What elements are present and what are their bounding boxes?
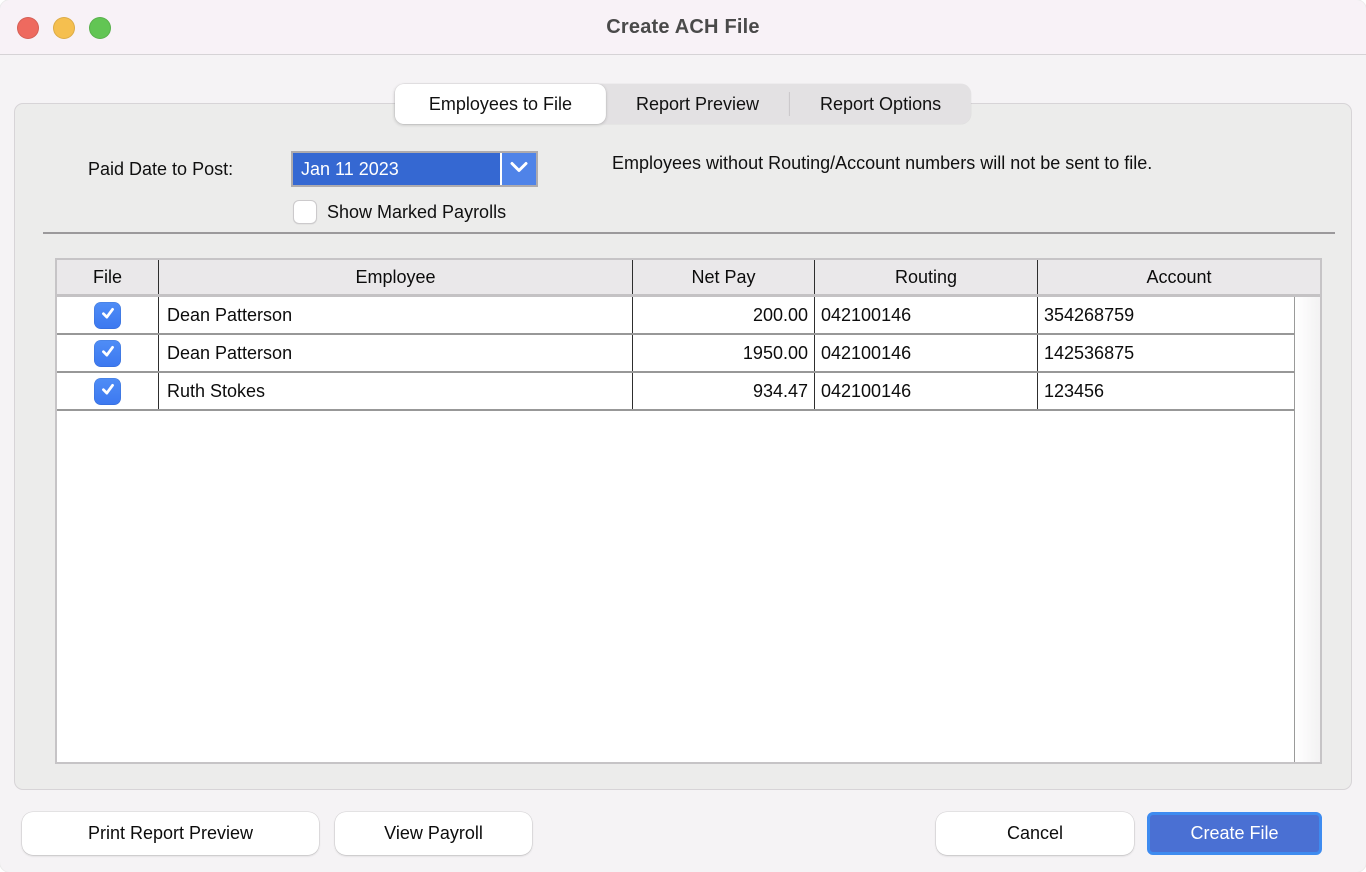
row-routing: 042100146 bbox=[815, 335, 1038, 371]
table-body-wrap: Dean Patterson 200.00 042100146 35426875… bbox=[57, 297, 1320, 762]
table-header: File Employee Net Pay Routing Account bbox=[57, 260, 1320, 297]
checkmark-icon bbox=[100, 343, 116, 364]
minimize-window-icon[interactable] bbox=[53, 17, 75, 39]
checkmark-icon bbox=[100, 305, 116, 326]
tab-report-options[interactable]: Report Options bbox=[790, 84, 971, 124]
cancel-button[interactable]: Cancel bbox=[936, 812, 1134, 855]
row-net-pay: 1950.00 bbox=[633, 335, 815, 371]
column-header-routing[interactable]: Routing bbox=[815, 260, 1038, 294]
paid-date-select[interactable]: Jan 11 2023 bbox=[291, 151, 538, 187]
row-employee: Dean Patterson bbox=[159, 297, 633, 333]
chevron-down-icon bbox=[510, 160, 528, 178]
column-header-employee[interactable]: Employee bbox=[159, 260, 633, 294]
column-header-net-pay[interactable]: Net Pay bbox=[633, 260, 815, 294]
row-account: 123456 bbox=[1044, 380, 1105, 401]
zoom-window-icon[interactable] bbox=[89, 17, 111, 39]
show-marked-payrolls-row: Show Marked Payrolls bbox=[293, 200, 506, 224]
row-account: 142536875 bbox=[1044, 342, 1135, 363]
row-net-pay: 200.00 bbox=[633, 297, 815, 333]
routing-warning-text: Employees without Routing/Account number… bbox=[612, 153, 1153, 173]
paid-date-label: Paid Date to Post: bbox=[88, 159, 234, 179]
paid-date-value: Jan 11 2023 bbox=[301, 158, 399, 179]
table-row[interactable]: Ruth Stokes 934.47 042100146 123456 bbox=[57, 373, 1294, 411]
create-file-button[interactable]: Create File bbox=[1147, 812, 1322, 855]
row-file-cell bbox=[57, 373, 159, 409]
row-file-checkbox[interactable] bbox=[94, 339, 121, 367]
print-report-preview-button[interactable]: Print Report Preview bbox=[22, 812, 319, 855]
row-net-pay: 934.47 bbox=[633, 373, 815, 409]
table-body: Dean Patterson 200.00 042100146 35426875… bbox=[57, 297, 1295, 762]
show-marked-payrolls-label: Show Marked Payrolls bbox=[327, 201, 507, 222]
row-file-checkbox[interactable] bbox=[94, 301, 121, 329]
tab-label: Report Options bbox=[820, 93, 942, 114]
column-header-account[interactable]: Account bbox=[1146, 266, 1212, 287]
row-file-checkbox[interactable] bbox=[94, 377, 121, 405]
title-bar: Create ACH File bbox=[0, 0, 1366, 55]
row-routing: 042100146 bbox=[815, 373, 1038, 409]
row-employee: Ruth Stokes bbox=[159, 373, 633, 409]
paid-date-dropdown-button[interactable] bbox=[500, 153, 536, 185]
row-routing: 042100146 bbox=[815, 297, 1038, 333]
show-marked-payrolls-checkbox[interactable] bbox=[293, 200, 317, 224]
view-payroll-button[interactable]: View Payroll bbox=[335, 812, 532, 855]
checkmark-icon bbox=[100, 381, 116, 402]
tab-label: Employees to File bbox=[428, 93, 572, 114]
tab-report-preview[interactable]: Report Preview bbox=[606, 84, 789, 124]
column-header-file[interactable]: File bbox=[57, 260, 159, 294]
row-file-cell bbox=[57, 335, 159, 371]
vertical-scrollbar[interactable] bbox=[1295, 297, 1320, 762]
close-window-icon[interactable] bbox=[17, 17, 39, 39]
row-employee: Dean Patterson bbox=[159, 335, 633, 371]
window-controls bbox=[17, 17, 111, 39]
employees-table: File Employee Net Pay Routing Account De… bbox=[55, 258, 1322, 764]
tab-divider bbox=[789, 92, 791, 116]
window-title: Create ACH File bbox=[606, 15, 760, 38]
tab-employees-to-file[interactable]: Employees to File bbox=[394, 84, 606, 124]
row-account: 354268759 bbox=[1044, 304, 1135, 325]
horizontal-divider bbox=[43, 232, 1335, 234]
tab-bar: Employees to File Report Preview Report … bbox=[394, 84, 972, 124]
tab-label: Report Preview bbox=[635, 93, 760, 114]
table-row[interactable]: Dean Patterson 200.00 042100146 35426875… bbox=[57, 297, 1294, 335]
row-file-cell bbox=[57, 297, 159, 333]
table-row[interactable]: Dean Patterson 1950.00 042100146 1425368… bbox=[57, 335, 1294, 373]
